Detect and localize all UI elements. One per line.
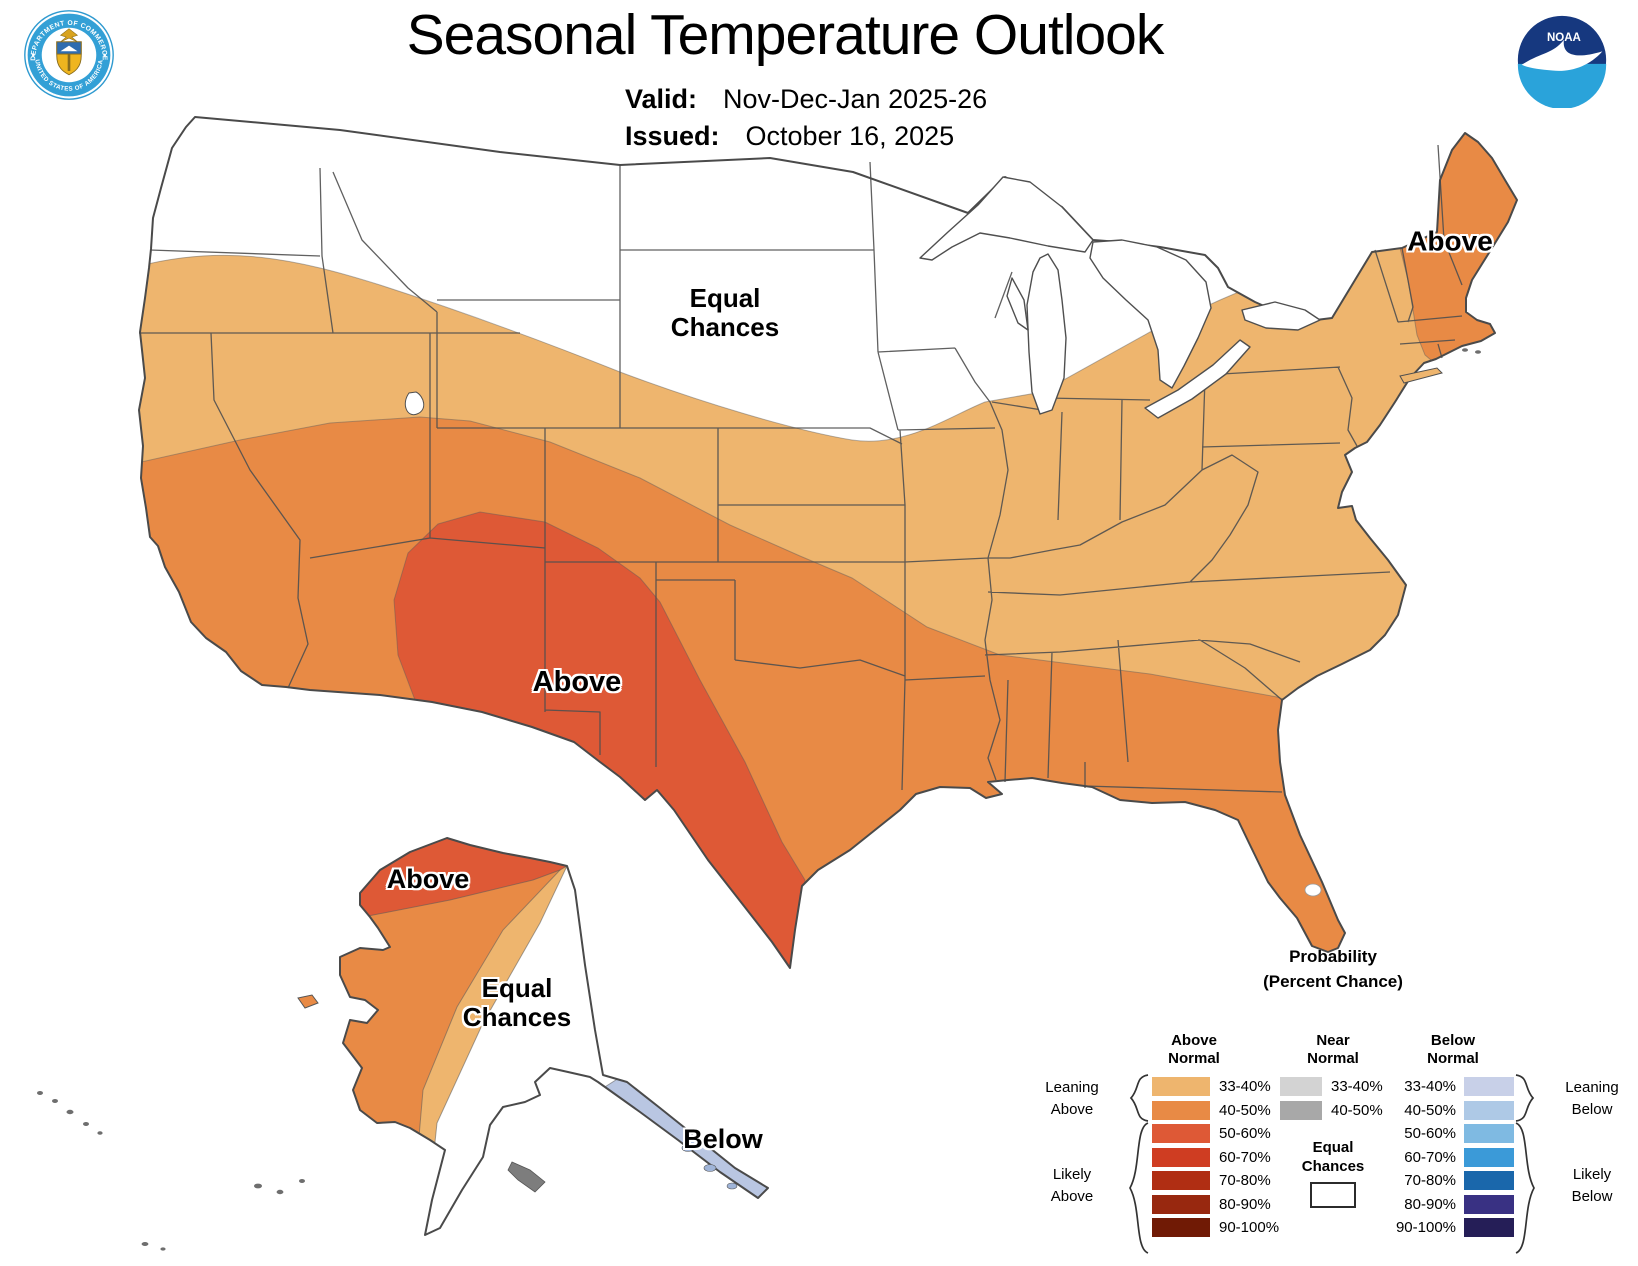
valid-label: Valid: [625,84,698,114]
issued-row: Issued: October 16, 2025 [625,121,954,152]
legend-col-above-normal: Above Normal [1168,1032,1220,1067]
legend-row-below-40-50: 40-50% [1380,1100,1514,1120]
valid-value: Nov-Dec-Jan 2025-26 [723,84,988,114]
legend-group-leaning-above: Leaning Above [1045,1079,1099,1118]
svg-text:NOAA: NOAA [1547,32,1582,44]
probability-legend: Probability (Percent Chance) Above Normal… [1028,936,1638,1266]
near-40-50-swatch [1280,1100,1322,1120]
legend-row-near-33-40: 33-40% [1280,1076,1383,1096]
below-33-40-swatch [1464,1076,1514,1096]
likely-below-brace-icon [1515,1122,1535,1254]
equal-chances-swatch [1310,1182,1356,1208]
label-alaska-equal-chances: Equal Chances [462,972,572,1032]
legend-row-above-90-100: 90-100% [1152,1217,1279,1237]
legend-row-below-60-70: 60-70% [1380,1147,1514,1167]
above-40-50-swatch [1152,1100,1210,1120]
commerce-seal-icon: DEPARTMENT OF COMMERCE UNITED STATES OF … [24,10,114,100]
legend-title: Probability (Percent Chance) [1263,947,1403,991]
likely-above-brace-icon [1129,1122,1149,1254]
commerce-seal-logo: DEPARTMENT OF COMMERCE UNITED STATES OF … [22,8,116,102]
legend-row-above-80-90: 80-90% [1152,1194,1271,1214]
above-60-70-swatch [1152,1147,1210,1167]
page-title: Seasonal Temperature Outlook [406,3,1165,67]
above-80-90-swatch [1152,1194,1210,1214]
legend-row-below-50-60: 50-60% [1380,1123,1514,1143]
near-33-40-swatch [1280,1076,1322,1096]
below-60-70-swatch [1464,1147,1514,1167]
label-conus-above-northeast: Above [1407,225,1493,257]
above-90-100-swatch [1152,1217,1210,1237]
legend-group-likely-below: Likely Below [1571,1166,1613,1205]
legend-row-below-80-90: 80-90% [1380,1194,1514,1214]
legend-row-above-50-60: 50-60% [1152,1123,1271,1143]
leaning-below-brace-icon [1515,1074,1535,1122]
above-50-60-swatch [1152,1123,1210,1143]
above-33-40-swatch [1152,1076,1210,1096]
above-70-80-swatch [1152,1170,1210,1190]
below-90-100-swatch [1464,1217,1514,1237]
below-40-50-swatch [1464,1100,1514,1120]
noaa-logo-icon: NOAA [1517,15,1607,109]
legend-row-above-40-50: 40-50% [1152,1100,1271,1120]
legend-equal-chances: Equal Chances [1286,1138,1380,1208]
below-50-60-swatch [1464,1123,1514,1143]
legend-row-near-40-50: 40-50% [1280,1100,1383,1120]
legend-row-above-70-80: 70-80% [1152,1170,1271,1190]
valid-row: Valid: Nov-Dec-Jan 2025-26 [625,84,987,115]
legend-row-below-70-80: 70-80% [1380,1170,1514,1190]
label-conus-equal-chances: Equal Chances [670,282,780,342]
legend-group-likely-above: Likely Above [1050,1166,1094,1205]
label-alaska-above: Above [386,863,470,894]
issued-label: Issued: [625,121,720,151]
leaning-above-brace-icon [1129,1074,1149,1122]
legend-col-below-normal: Below Normal [1427,1032,1479,1067]
legend-col-near-normal: Near Normal [1307,1032,1359,1067]
label-alaska-below: Below [683,1123,763,1154]
label-conus-above-southwest: Above [532,665,622,698]
below-80-90-swatch [1464,1194,1514,1214]
legend-row-below-90-100: 90-100% [1380,1217,1514,1237]
issued-value: October 16, 2025 [745,121,955,151]
below-70-80-swatch [1464,1170,1514,1190]
legend-row-above-33-40: 33-40% [1152,1076,1271,1096]
legend-row-below-33-40: 33-40% [1380,1076,1514,1096]
noaa-logo: NOAA [1514,12,1610,109]
legend-group-leaning-below: Leaning Below [1565,1079,1619,1118]
legend-row-above-60-70: 60-70% [1152,1147,1271,1167]
